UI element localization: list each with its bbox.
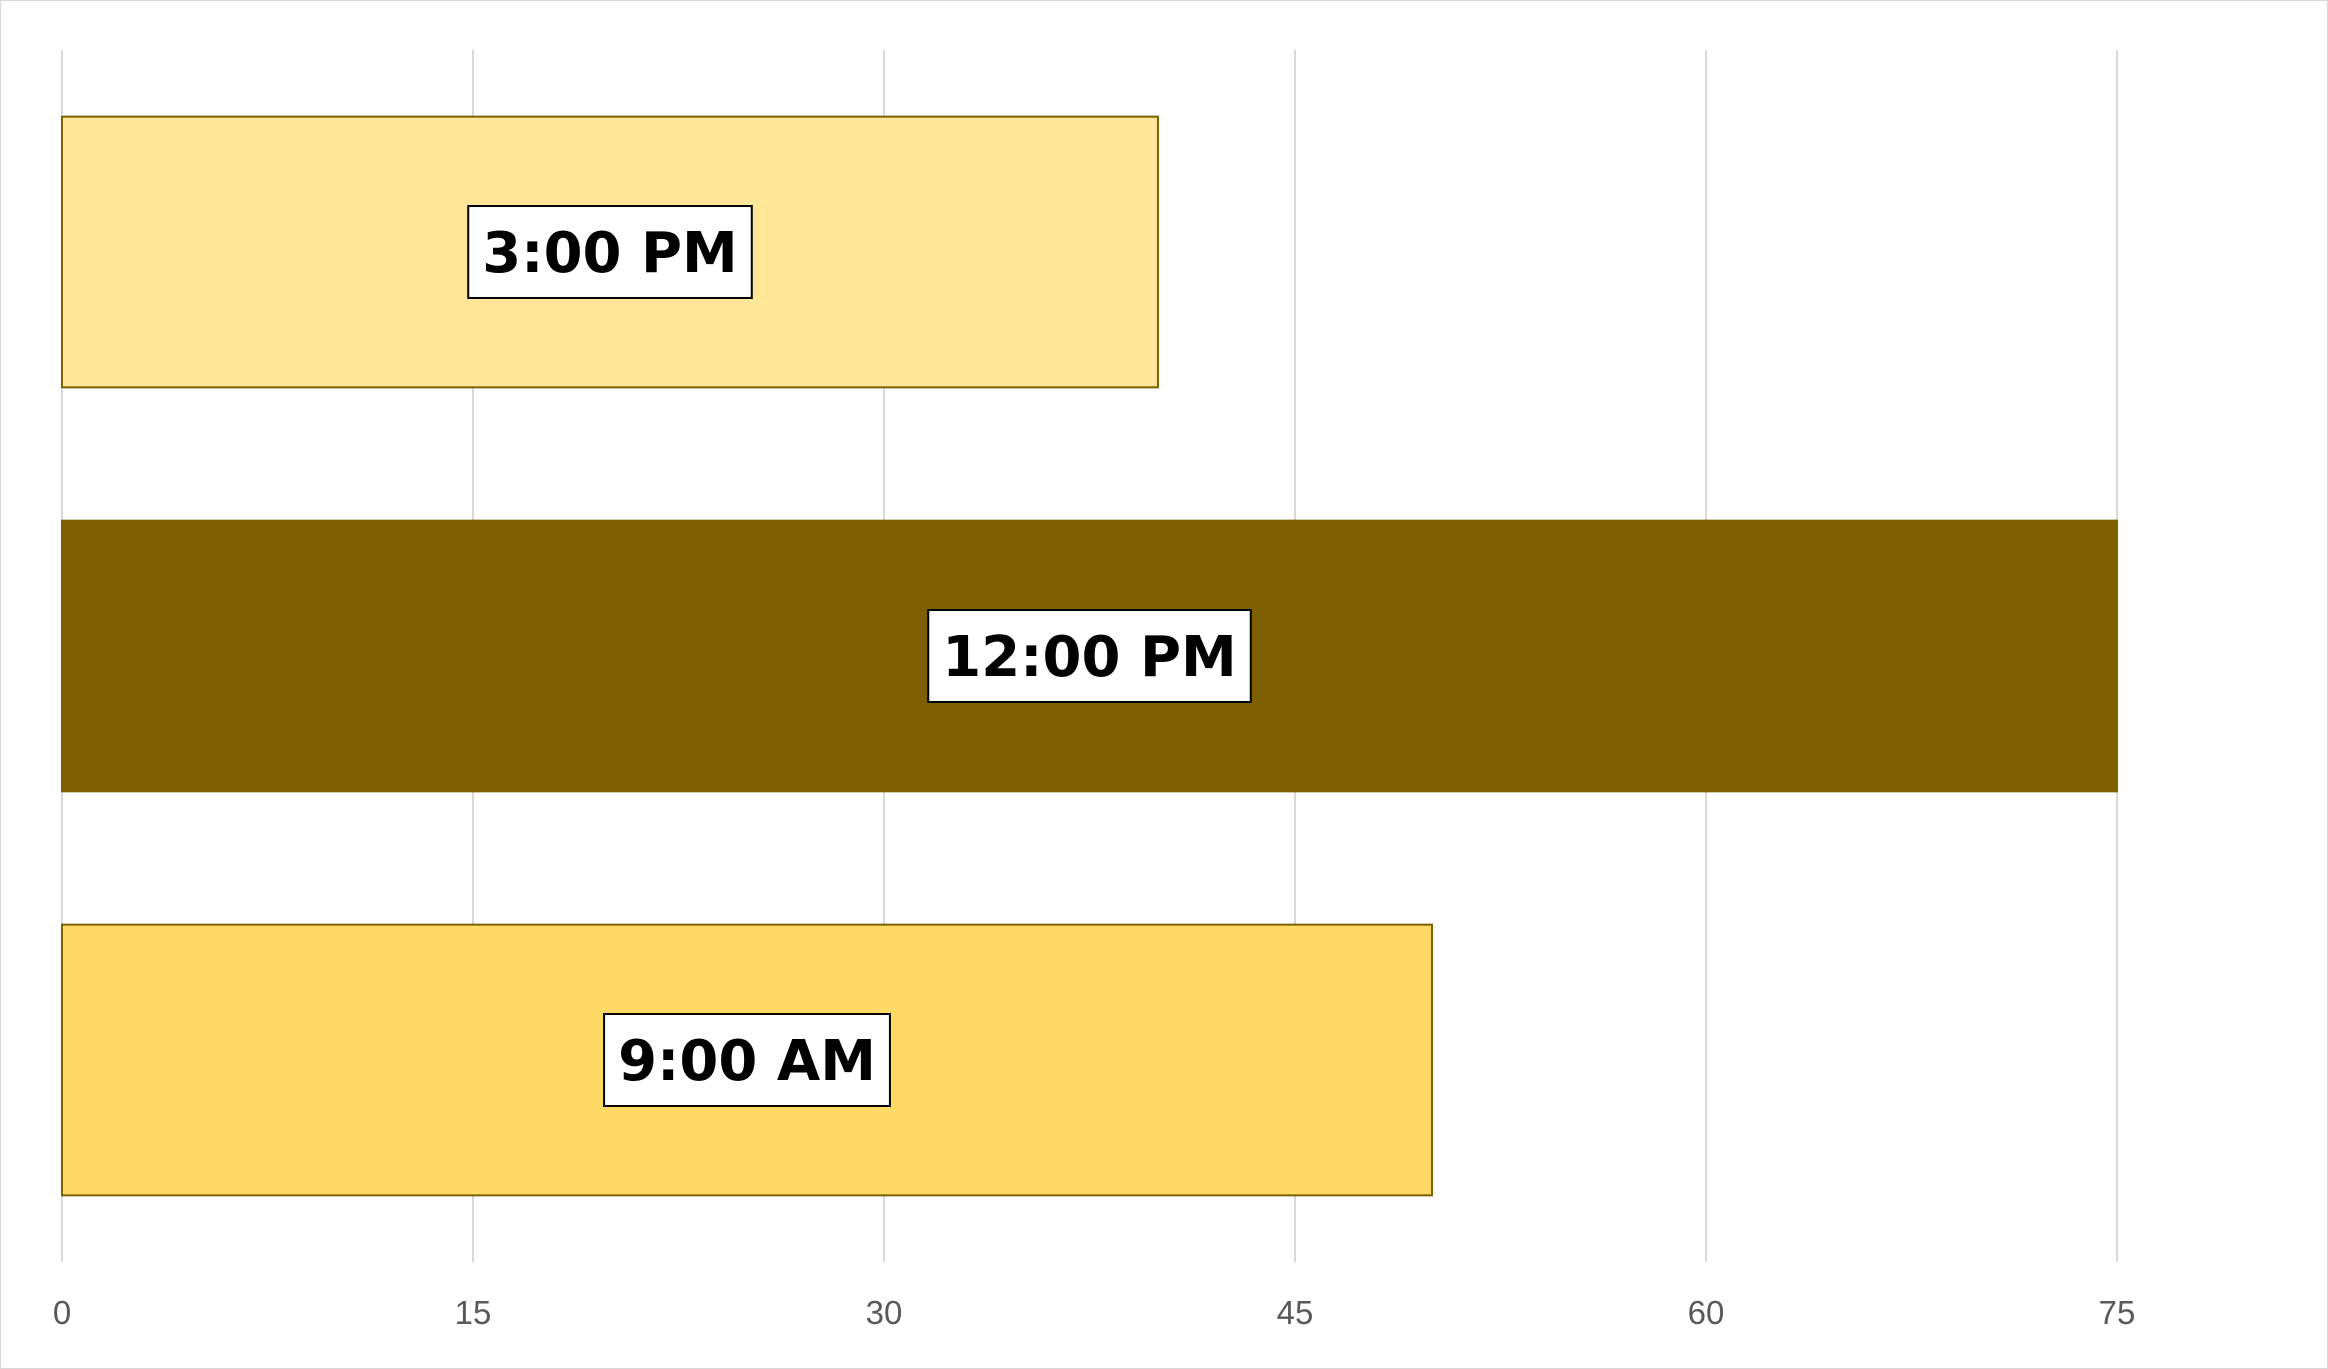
data-label-9-00-am: 9:00 AM xyxy=(603,1013,891,1107)
data-label-text-3-00-pm: 3:00 PM xyxy=(482,221,738,286)
data-label-box-3-00-pm xyxy=(467,205,753,299)
data-label-box-12-00-pm xyxy=(927,609,1252,703)
x-tick-label-0: 0 xyxy=(53,1294,71,1331)
data-label-12-00-pm: 12:00 PM xyxy=(927,609,1252,703)
data-label-text-9-00-am: 9:00 AM xyxy=(618,1029,876,1094)
bars xyxy=(61,115,2118,1197)
x-tick-label-75: 75 xyxy=(2099,1294,2136,1331)
data-label-text-12-00-pm: 12:00 PM xyxy=(942,625,1237,690)
x-tick-label-15: 15 xyxy=(455,1294,492,1331)
data-label-3-00-pm: 3:00 PM xyxy=(467,205,753,299)
data-labels: 9:00 AM 12:00 PM 3:00 PM xyxy=(467,205,1252,1107)
data-label-box-9-00-am xyxy=(603,1013,891,1107)
x-tick-label-30: 30 xyxy=(866,1294,903,1331)
x-axis-tick-labels: 0 15 30 45 60 75 xyxy=(53,1294,2136,1331)
x-tick-label-60: 60 xyxy=(1688,1294,1725,1331)
x-tick-label-45: 45 xyxy=(1277,1294,1314,1331)
